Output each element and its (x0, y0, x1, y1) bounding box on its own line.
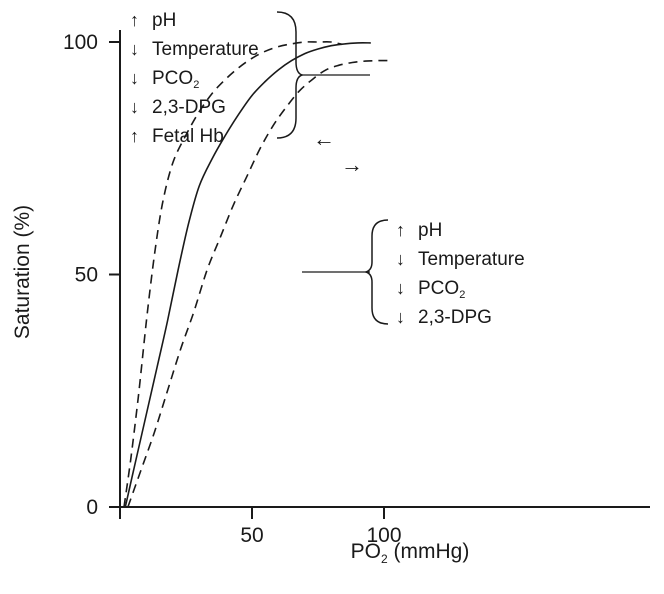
right-shift-arrow: → (341, 152, 363, 177)
factor-label-main: 2,3-DPG (418, 307, 492, 328)
y-tick-label: 0 (86, 496, 98, 519)
factor-label: PCO2 (152, 68, 199, 91)
factor-arrow: ↑ (130, 10, 139, 30)
factor-arrow: ↓ (130, 97, 139, 117)
y-tick-label: 50 (75, 264, 98, 287)
factor-label: Fetal Hb (152, 126, 224, 147)
factor-label: 2,3-DPG (418, 307, 492, 328)
axis-ticks: 50 100 0 50 100 (63, 31, 402, 547)
factor-arrow: ↓ (396, 249, 405, 269)
factor-label: pH (152, 10, 176, 31)
y-tick-label: 100 (63, 31, 98, 54)
factor-label: 2,3-DPG (152, 97, 226, 118)
factor-label: PCO2 (418, 278, 465, 301)
x-tick-label: 100 (366, 524, 401, 547)
factor-arrow: ↓ (396, 307, 405, 327)
y-axis-label: Saturation (%) (11, 205, 34, 339)
left-shift-factors: ↑ pH ↓ Temperature ↓ PCO2 ↓ 2,3-DPG ↑ Fetal Hb (130, 10, 259, 147)
factor-arrow: ↑ (130, 126, 139, 146)
factor-label-main: PCO (418, 278, 459, 299)
factor-arrow: ↓ (130, 68, 139, 88)
factor-arrow: ↓ (396, 278, 405, 298)
factor-label: Temperature (152, 39, 259, 60)
left-shift-arrow: ← (313, 126, 335, 151)
factor-arrow: ↑ (396, 220, 405, 240)
factor-label: pH (418, 220, 442, 241)
factor-label-main: 2,3-DPG (152, 97, 226, 118)
factor-label-main: Temperature (152, 39, 259, 60)
factor-arrow: ↓ (130, 39, 139, 59)
x-tick-label: 50 (240, 524, 263, 547)
factor-label-sub: 2 (459, 289, 465, 301)
factor-label-sub: 2 (193, 79, 199, 91)
factor-label: Temperature (418, 249, 525, 270)
factor-label-main: Fetal Hb (152, 126, 224, 147)
factor-label-main: Temperature (418, 249, 525, 270)
factor-label-main: pH (152, 10, 176, 31)
factor-label-main: PCO (152, 68, 193, 89)
factor-label-main: pH (418, 220, 442, 241)
right-shift-factors: ↑ pH ↓ Temperature ↓ PCO2 ↓ 2,3-DPG (396, 220, 525, 328)
left-shift-brace (277, 12, 302, 138)
